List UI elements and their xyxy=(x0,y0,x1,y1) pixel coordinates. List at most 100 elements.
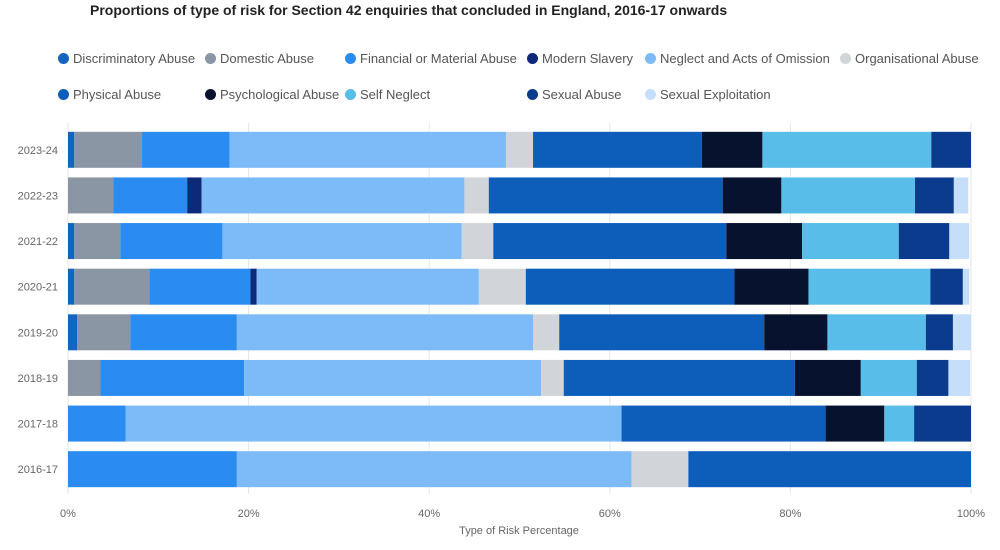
bar-2019-20-sexual-exploitation[interactable] xyxy=(952,314,971,351)
bar-2023-24-financial-or-material-abuse[interactable] xyxy=(142,131,230,168)
bar-2018-19-physical-abuse[interactable] xyxy=(563,359,795,396)
bar-2017-18-neglect-and-acts-of-omission[interactable] xyxy=(125,405,622,442)
bar-2018-19-neglect-and-acts-of-omission[interactable] xyxy=(244,359,542,396)
legend-swatch xyxy=(58,88,69,100)
bar-2021-22-sexual-abuse[interactable] xyxy=(898,223,950,260)
bar-2022-23-physical-abuse[interactable] xyxy=(488,177,723,214)
bar-2022-23-organisational-abuse[interactable] xyxy=(464,177,489,214)
bar-2017-18-self-neglect[interactable] xyxy=(884,405,915,442)
legend-label: Discriminatory Abuse xyxy=(73,50,196,66)
bar-2019-20-self-neglect[interactable] xyxy=(827,314,926,351)
x-tick-label: 40% xyxy=(418,508,440,520)
x-tick-label: 100% xyxy=(957,508,985,520)
bar-2021-22-discriminatory-abuse[interactable] xyxy=(68,223,75,260)
bar-2020-21-domestic-abuse[interactable] xyxy=(74,268,150,305)
bar-2022-23-neglect-and-acts-of-omission[interactable] xyxy=(201,177,465,214)
bar-2017-18-sexual-abuse[interactable] xyxy=(914,405,971,442)
bar-2022-23-sexual-exploitation[interactable] xyxy=(953,177,969,214)
bar-2019-20-physical-abuse[interactable] xyxy=(559,314,765,351)
bar-2023-24-neglect-and-acts-of-omission[interactable] xyxy=(229,131,506,168)
bar-2023-24-discriminatory-abuse[interactable] xyxy=(68,131,75,168)
bar-2022-23-domestic-abuse[interactable] xyxy=(68,177,114,214)
y-tick-labels: 2023-24 2022-23 2021-22 2020-21 2019-20 2018-… xyxy=(18,145,58,476)
legend-label: Domestic Abuse xyxy=(220,50,314,66)
legend-item-discriminatory-abuse[interactable]: Discriminatory Abuse xyxy=(58,50,195,66)
bar-2019-20-psychological-abuse[interactable] xyxy=(764,314,828,351)
bar-2018-19-organisational-abuse[interactable] xyxy=(541,359,564,396)
y-tick-label: 2022-23 xyxy=(18,190,58,202)
legend-item-organisational-abuse[interactable]: Organisational Abuse xyxy=(840,50,979,66)
bar-2022-23-sexual-abuse[interactable] xyxy=(915,177,954,214)
x-tick-label: 20% xyxy=(238,508,260,520)
legend-label: Sexual Exploitation xyxy=(660,86,771,102)
bar-2019-20-neglect-and-acts-of-omission[interactable] xyxy=(236,314,534,351)
bar-2022-23-self-neglect[interactable] xyxy=(781,177,916,214)
y-tick-label: 2021-22 xyxy=(18,236,58,248)
bar-2018-19-financial-or-material-abuse[interactable] xyxy=(100,359,245,396)
bar-2016-17-organisational-abuse[interactable] xyxy=(631,451,689,488)
bar-2017-18-physical-abuse[interactable] xyxy=(621,405,826,442)
bar-2021-22-organisational-abuse[interactable] xyxy=(461,223,494,260)
bar-2018-19-domestic-abuse[interactable] xyxy=(68,359,101,396)
legend-swatch xyxy=(58,52,69,64)
legend-swatch xyxy=(205,52,216,64)
legend-item-modern-slavery[interactable]: Modern Slavery xyxy=(527,50,633,66)
bar-2019-20-organisational-abuse[interactable] xyxy=(533,314,560,351)
legend-item-financial-or-material-abuse[interactable]: Financial or Material Abuse xyxy=(345,50,517,66)
bar-2020-21-sexual-abuse[interactable] xyxy=(930,268,963,305)
bar-2016-17-financial-or-material-abuse[interactable] xyxy=(68,451,237,488)
bar-2018-19-sexual-exploitation[interactable] xyxy=(948,359,971,396)
bar-2017-18-financial-or-material-abuse[interactable] xyxy=(68,405,126,442)
bar-2016-17-physical-abuse[interactable] xyxy=(688,451,971,488)
y-tick-label: 2016-17 xyxy=(18,464,58,476)
legend-item-psychological-abuse[interactable]: Psychological Abuse xyxy=(205,86,339,102)
bar-2021-22-neglect-and-acts-of-omission[interactable] xyxy=(222,223,462,260)
x-tick-label: 80% xyxy=(779,508,801,520)
bar-2016-17-neglect-and-acts-of-omission[interactable] xyxy=(236,451,632,488)
bar-2023-24-domestic-abuse[interactable] xyxy=(74,131,143,168)
bar-2023-24-organisational-abuse[interactable] xyxy=(505,131,534,168)
bar-2021-22-financial-or-material-abuse[interactable] xyxy=(120,223,223,260)
bar-2017-18-psychological-abuse[interactable] xyxy=(825,405,885,442)
bar-2020-21-organisational-abuse[interactable] xyxy=(478,268,526,305)
bar-2023-24-psychological-abuse[interactable] xyxy=(701,131,763,168)
bars xyxy=(68,131,971,488)
legend-swatch xyxy=(345,52,356,64)
bar-2022-23-psychological-abuse[interactable] xyxy=(722,177,782,214)
bar-2018-19-self-neglect[interactable] xyxy=(860,359,917,396)
legend-item-physical-abuse[interactable]: Physical Abuse xyxy=(58,86,161,102)
bar-2020-21-psychological-abuse[interactable] xyxy=(734,268,809,305)
bar-2020-21-financial-or-material-abuse[interactable] xyxy=(149,268,251,305)
bar-2020-21-physical-abuse[interactable] xyxy=(525,268,735,305)
chart-legend: Discriminatory Abuse Domestic Abuse Financ… xyxy=(0,0,1000,110)
legend-item-sexual-exploitation[interactable]: Sexual Exploitation xyxy=(645,86,771,102)
bar-2020-21-sexual-exploitation[interactable] xyxy=(962,268,970,305)
bar-2019-20-domestic-abuse[interactable] xyxy=(77,314,131,351)
bar-2019-20-financial-or-material-abuse[interactable] xyxy=(130,314,237,351)
legend-item-self-neglect[interactable]: Self Neglect xyxy=(345,86,430,102)
bar-2019-20-discriminatory-abuse[interactable] xyxy=(68,314,78,351)
bar-2021-22-physical-abuse[interactable] xyxy=(493,223,727,260)
legend-item-domestic-abuse[interactable]: Domestic Abuse xyxy=(205,50,314,66)
bar-2021-22-self-neglect[interactable] xyxy=(802,223,899,260)
bar-2020-21-neglect-and-acts-of-omission[interactable] xyxy=(256,268,479,305)
bar-2020-21-modern-slavery[interactable] xyxy=(250,268,257,305)
legend-item-neglect-and-acts-of-omission[interactable]: Neglect and Acts of Omission xyxy=(645,50,830,66)
bar-2020-21-self-neglect[interactable] xyxy=(808,268,931,305)
bar-2018-19-psychological-abuse[interactable] xyxy=(794,359,861,396)
bar-2021-22-domestic-abuse[interactable] xyxy=(74,223,121,260)
bar-2020-21-discriminatory-abuse[interactable] xyxy=(68,268,75,305)
bar-2019-20-sexual-abuse[interactable] xyxy=(925,314,953,351)
legend-swatch xyxy=(345,88,356,100)
bar-2021-22-sexual-exploitation[interactable] xyxy=(949,223,970,260)
bar-2021-22-psychological-abuse[interactable] xyxy=(726,223,803,260)
bar-2023-24-sexual-abuse[interactable] xyxy=(931,131,971,168)
legend-swatch xyxy=(527,88,538,100)
bar-2018-19-sexual-abuse[interactable] xyxy=(916,359,949,396)
bar-2022-23-modern-slavery[interactable] xyxy=(187,177,202,214)
bar-2023-24-physical-abuse[interactable] xyxy=(533,131,702,168)
bar-2022-23-financial-or-material-abuse[interactable] xyxy=(113,177,188,214)
bar-2023-24-self-neglect[interactable] xyxy=(762,131,932,168)
legend-item-sexual-abuse[interactable]: Sexual Abuse xyxy=(527,86,622,102)
y-tick-label: 2023-24 xyxy=(18,145,58,157)
